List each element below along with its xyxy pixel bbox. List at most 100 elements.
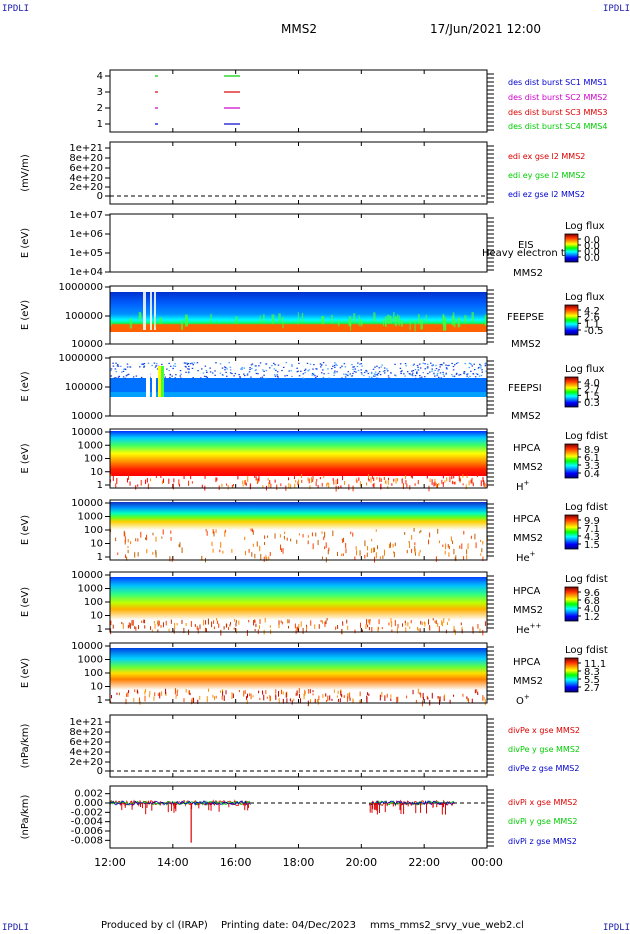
feepsi-speck (192, 377, 194, 379)
hpca-noise (278, 698, 280, 704)
hpca-noise (380, 478, 382, 482)
hpca-noise (206, 628, 208, 632)
feepsi-speck (414, 375, 417, 377)
feepsi-speck (434, 375, 436, 377)
feepsi-speck (124, 368, 126, 370)
hpca-noise (375, 529, 377, 532)
spacecraft-label: MMS2 (513, 676, 543, 687)
hpca-noise (298, 533, 300, 536)
feepsi-speck (411, 370, 413, 372)
feepsi-speck (383, 367, 386, 369)
hpca-noise (316, 699, 318, 703)
feepsi-speck (166, 368, 168, 370)
hpca-noise (110, 620, 112, 626)
feepsi-speck (271, 365, 273, 367)
feepsi-speck (433, 373, 435, 375)
hpca-noise (168, 628, 170, 632)
feepsi-speck (457, 362, 459, 364)
feepsi-speck (219, 363, 222, 365)
hpca-noise (244, 480, 246, 485)
hpca-noise (328, 547, 330, 552)
feepsi-speck (303, 377, 305, 380)
y-tick-label: 1e+21 (69, 717, 103, 728)
y-tick-label: 100 (84, 597, 103, 608)
hpca-noise (163, 478, 165, 483)
feepsi-speck (436, 375, 438, 377)
feepsi-speck (183, 362, 186, 364)
hpca-noise (137, 538, 139, 542)
feepsi-speck (322, 376, 325, 379)
hpca-noise (482, 695, 484, 701)
feepsi-speck (419, 375, 421, 377)
hpca-noise (417, 688, 419, 694)
hpca-noise (135, 538, 137, 542)
feepsi-speck (259, 362, 262, 364)
feepsi-speck (224, 369, 226, 371)
feepse-streak (425, 314, 427, 323)
hpca-noise (477, 691, 479, 695)
feepsi-speck (361, 365, 363, 367)
hpca-noise (482, 476, 484, 482)
hpca-noise (232, 693, 234, 698)
hpca-noise (347, 625, 349, 631)
colorbar-title: Log flux (565, 292, 605, 303)
feepse-streak (417, 313, 420, 325)
feepsi-speck (346, 374, 349, 376)
hpca-noise (367, 624, 369, 628)
colorbar-tick-label: 2.7 (584, 385, 600, 396)
hpca-noise (379, 477, 381, 482)
y-tick-label: 2 (97, 103, 103, 114)
hpca-noise (220, 629, 222, 636)
hpca-noise (170, 619, 172, 624)
hpca-noise (229, 624, 231, 627)
feepse-streak (301, 312, 304, 323)
hpca-noise (429, 532, 431, 538)
hpca-noise (183, 474, 185, 480)
hpca-noise (185, 622, 187, 626)
feepsi-speck (264, 377, 267, 379)
hpca-noise (370, 477, 372, 483)
feepsi-speck (188, 371, 190, 373)
feepsi-speck (154, 367, 157, 369)
panel-frame (109, 141, 488, 205)
hpca-noise (118, 692, 120, 696)
instrument-label: HPCA (513, 657, 541, 668)
y-axis-label: (mV/m) (20, 154, 31, 192)
hpca-noise (312, 474, 314, 480)
feepsi-speck (246, 373, 249, 375)
panel-frame (109, 785, 488, 849)
feepsi-speck (149, 376, 151, 378)
hpca-noise (296, 539, 298, 544)
datetime-title: 17/Jun/2021 12:00 (430, 22, 542, 36)
feepsi-speck (478, 366, 480, 369)
hpca-noise (282, 691, 284, 695)
hpca-noise (264, 618, 266, 623)
feepsi-speck (442, 371, 444, 374)
hpca-noise (335, 479, 337, 485)
hpca-noise (422, 696, 424, 700)
hpca-noise (124, 532, 126, 537)
feepsi-speck (188, 368, 190, 370)
feepsi-speck (394, 374, 396, 376)
hpca-noise (391, 621, 393, 628)
feepsi-speck (439, 366, 441, 368)
hpca-noise (368, 479, 370, 482)
feepsi-speck (141, 363, 144, 365)
hpca-noise (170, 530, 172, 534)
hpca-noise (259, 619, 261, 624)
hpca-noise (161, 691, 163, 696)
feepsi-speck (400, 370, 402, 373)
legend-entry: des dist burst SC1 MMS1 (508, 78, 607, 87)
hpca-noise (365, 624, 367, 630)
hpca-noise (124, 540, 126, 545)
hpca-noise (144, 690, 146, 695)
hpca-noise (468, 480, 470, 486)
hpca-noise (190, 474, 192, 480)
hpca-noise (418, 552, 420, 557)
hpca-noise (290, 538, 292, 542)
hpca-noise (411, 535, 413, 540)
feepsi-speck (153, 362, 156, 364)
hpca-noise (246, 699, 248, 704)
feepsi-speck (223, 366, 226, 368)
hpca-noise (426, 474, 428, 479)
